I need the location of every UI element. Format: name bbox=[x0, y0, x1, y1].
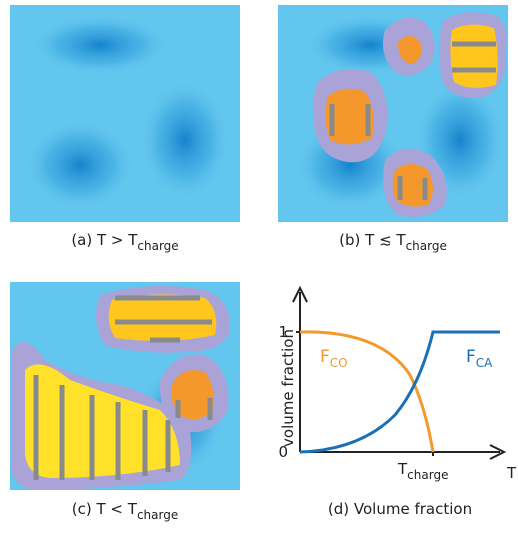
curve-co-label: FCO bbox=[320, 347, 348, 370]
grain bbox=[450, 24, 497, 87]
spot bbox=[25, 120, 135, 210]
panel-b: (b) T ≲ Tcharge bbox=[278, 5, 508, 253]
x-tick-label: Tcharge bbox=[397, 460, 448, 482]
caption-sub: charge bbox=[137, 239, 178, 253]
caption: (a) T > Tcharge bbox=[71, 231, 178, 253]
label-main: F bbox=[466, 347, 476, 367]
caption-sub: charge bbox=[137, 508, 178, 522]
caption: (d) Volume fraction bbox=[328, 500, 472, 518]
y-axis-label: volume fraction bbox=[279, 329, 297, 447]
panel-d: 1 0 volume fraction T Tcharge FCO FCA (d… bbox=[278, 288, 517, 518]
spot bbox=[140, 80, 230, 200]
caption-main: (a) T > T bbox=[71, 231, 138, 249]
grain bbox=[109, 294, 217, 340]
spot bbox=[30, 15, 170, 75]
label-sub: CO bbox=[330, 356, 348, 370]
figure: (a) T > Tcharge (b) T ≲ Tcharge (c) T < bbox=[0, 0, 518, 529]
caption-main: (b) T ≲ T bbox=[339, 231, 406, 249]
page: (a) T > Tcharge (b) T ≲ Tcharge (c) T < bbox=[0, 0, 518, 533]
x-axis-label: T bbox=[506, 464, 517, 482]
caption-main: (c) T < T bbox=[72, 500, 138, 518]
caption: (c) T < Tcharge bbox=[72, 500, 178, 522]
caption-sub: charge bbox=[406, 239, 447, 253]
curve-ca-label: FCA bbox=[466, 347, 493, 370]
tick-sub: charge bbox=[407, 468, 448, 482]
panel-a: (a) T > Tcharge bbox=[10, 5, 240, 253]
panel-c: (c) T < Tcharge bbox=[10, 282, 240, 522]
label-sub: CA bbox=[476, 356, 493, 370]
caption: (b) T ≲ Tcharge bbox=[339, 231, 447, 253]
label-main: F bbox=[320, 347, 330, 367]
